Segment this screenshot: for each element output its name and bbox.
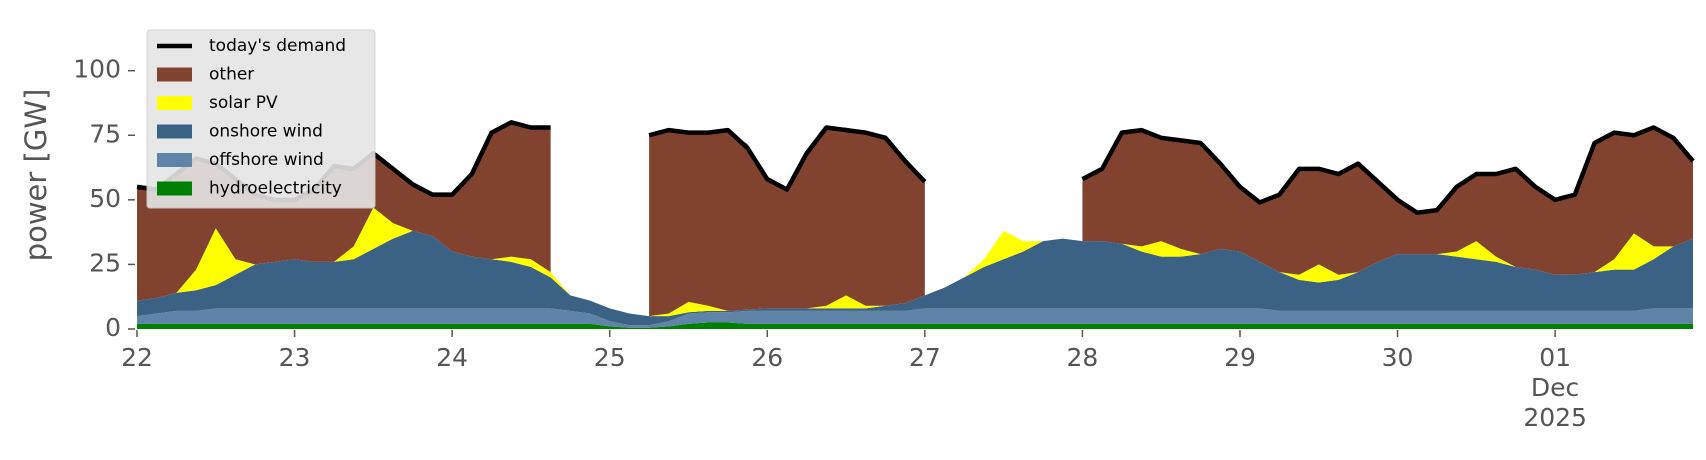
legend-patch [157,67,192,82]
x-tick-label: 29 [1224,343,1256,372]
area [137,322,1693,329]
x-tick-label: 24 [436,343,469,372]
legend-label: solar PV [209,93,278,113]
x-tick-label: 28 [1066,343,1099,372]
legend-patch [157,153,192,167]
area [137,308,1693,328]
legend-label: hydroelectricity [209,179,342,199]
legend-label: onshore wind [209,122,323,142]
legend-label: today's demand [209,36,346,56]
area [137,230,1693,326]
legend-patch [157,124,192,139]
y-axis-label: power [GW] [19,89,53,262]
x-tick-label: 26 [751,343,784,372]
y-tick-label: 50 [89,184,121,213]
x-tick-label: 22 [121,343,153,372]
x-tick-label: 01 Dec 2025 [1523,343,1587,432]
legend-patch [157,96,192,110]
legend-box [146,29,376,209]
legend-patch [157,181,192,196]
legend-label: offshore wind [209,150,324,170]
y-tick-label: 100 [73,55,121,84]
x-tick-label: 25 [593,343,626,372]
x-tick-label: 30 [1381,343,1414,372]
legend-label: other [209,65,254,85]
y-tick-label: 25 [89,248,121,277]
y-tick-label: 0 [105,313,121,342]
y-tick-label: 75 [89,119,121,148]
x-tick-label: 23 [278,343,311,372]
x-tick-label: 27 [908,343,941,372]
